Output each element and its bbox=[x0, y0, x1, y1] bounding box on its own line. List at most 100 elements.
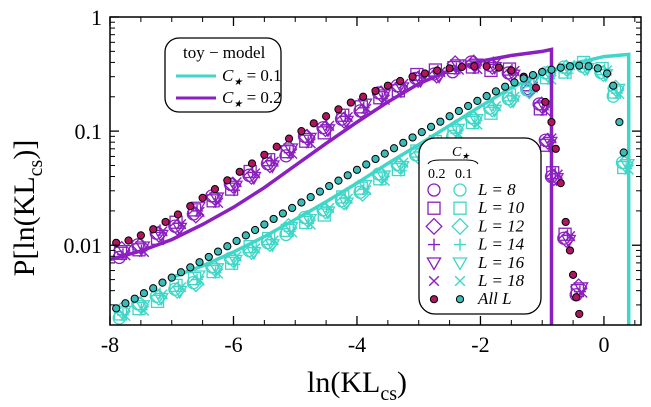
all-L-point-c02 bbox=[235, 167, 244, 176]
legend-dot-c02 bbox=[429, 295, 439, 304]
marker-cross-c01 bbox=[323, 202, 335, 214]
all-L-point-c01 bbox=[112, 304, 121, 313]
legend-L-label: All L bbox=[477, 289, 512, 308]
marker-cross-c01 bbox=[305, 219, 316, 230]
all-L-point-c01 bbox=[297, 198, 306, 207]
all-L-point-c01 bbox=[343, 171, 352, 180]
all-L-point-c02 bbox=[420, 69, 429, 78]
marker-cross-c01 bbox=[212, 268, 224, 279]
legend-L-box bbox=[418, 137, 542, 315]
all-L-point-c02 bbox=[482, 62, 491, 71]
legend-toy-title: toy − model bbox=[183, 43, 266, 62]
all-L-point-c02 bbox=[494, 63, 504, 72]
legend-marker-triangle-down-c02 bbox=[426, 257, 442, 271]
marker-cross-c02 bbox=[175, 218, 187, 230]
legend-L-brace bbox=[427, 159, 479, 165]
marker-diamond-c01 bbox=[502, 91, 520, 109]
all-L-point-c01 bbox=[417, 128, 426, 137]
legend-marker-plus-c01 bbox=[454, 238, 466, 251]
x-tick-label: -2 bbox=[471, 332, 489, 357]
legend-L-col1: 0.2 bbox=[428, 167, 446, 182]
legend-L-label: L = 10 bbox=[477, 198, 525, 217]
legend-marker-circle-c02 bbox=[427, 183, 441, 197]
x-tick-label: 0 bbox=[598, 332, 609, 357]
all-L-point-c02 bbox=[149, 225, 158, 234]
x-tick-label: -6 bbox=[224, 332, 242, 357]
marker-diamond-c02 bbox=[545, 168, 563, 187]
legend-L-col2: 0.1 bbox=[455, 167, 473, 182]
all-L-point-c01 bbox=[232, 236, 241, 246]
marker-diamond-c01 bbox=[205, 258, 224, 277]
marker-diamond-c01 bbox=[150, 288, 168, 306]
all-L-point-c02 bbox=[551, 144, 560, 153]
marker-diamond-c01 bbox=[261, 234, 279, 253]
all-L-point-c01 bbox=[371, 154, 380, 164]
y-tick-label: 0.1 bbox=[75, 119, 103, 144]
all-L-point-c02 bbox=[272, 142, 281, 151]
marker-cross-c01 bbox=[342, 193, 354, 205]
legend-toy-label-c01: C★ = 0.1 bbox=[222, 66, 282, 88]
all-L-point-c01 bbox=[609, 81, 618, 90]
all-L-point-c02 bbox=[124, 236, 133, 245]
marker-diamond-c01 bbox=[335, 193, 353, 211]
marker-cross-c01 bbox=[453, 128, 465, 140]
marker-cross-c01 bbox=[379, 175, 391, 187]
marker-diamond-c01 bbox=[464, 109, 483, 128]
all-L-point-c01 bbox=[158, 278, 167, 287]
x-tick-label: -4 bbox=[348, 332, 366, 357]
all-L-point-c01 bbox=[547, 65, 556, 74]
all-L-point-c02 bbox=[223, 176, 232, 185]
all-L-point-c01 bbox=[389, 144, 399, 153]
marker-circle-c02 bbox=[279, 149, 293, 163]
all-L-point-c02 bbox=[198, 193, 207, 202]
y-axis-label-sub: cs bbox=[25, 159, 47, 176]
all-L-point-c02 bbox=[568, 270, 578, 279]
marker-diamond-c02 bbox=[557, 230, 576, 248]
toy-model-line-c01 bbox=[171, 52, 631, 325]
all-L-point-c01 bbox=[315, 187, 325, 196]
marker-diamond-c02 bbox=[261, 156, 279, 174]
marker-cross-c02 bbox=[212, 197, 224, 209]
all-L-point-c01 bbox=[352, 165, 362, 174]
y-tick-label: 0.01 bbox=[64, 233, 103, 258]
all-L-point-c01 bbox=[195, 258, 204, 267]
marker-cross-c02 bbox=[194, 206, 205, 218]
legend-toy-label-c02: C★ = 0.2 bbox=[222, 88, 282, 110]
all-L-point-c01 bbox=[619, 148, 628, 157]
all-L-point-c02 bbox=[334, 105, 343, 114]
marker-cross-c02 bbox=[231, 176, 242, 188]
marker-cross-c01 bbox=[614, 88, 625, 100]
all-L-point-c01 bbox=[615, 117, 624, 127]
all-L-point-c02 bbox=[309, 119, 318, 128]
marker-cross-c01 bbox=[472, 119, 483, 130]
all-L-point-c01 bbox=[454, 106, 463, 116]
all-L-point-c02 bbox=[173, 210, 183, 219]
legend-marker-triangle-down-c01 bbox=[452, 257, 468, 271]
marker-cross-c02 bbox=[564, 230, 576, 242]
all-L-point-c02 bbox=[297, 127, 306, 136]
marker-cross-c02 bbox=[249, 168, 261, 179]
legend-marker-cross-c01 bbox=[454, 275, 466, 287]
legend-marker-diamond-c01 bbox=[451, 217, 469, 236]
marker-diamond-c02 bbox=[335, 111, 353, 129]
all-L-point-c01 bbox=[241, 231, 250, 240]
legend-L-row: L = 8 bbox=[427, 180, 516, 199]
marker-diamond-c01 bbox=[279, 217, 298, 236]
marker-cross-c01 bbox=[286, 227, 298, 238]
all-L-point-c01 bbox=[130, 294, 139, 303]
legend-L-label: L = 12 bbox=[477, 216, 525, 235]
all-L-point-c02 bbox=[531, 83, 541, 92]
all-L-point-c01 bbox=[121, 299, 130, 308]
marker-cross-c01 bbox=[268, 235, 279, 246]
all-L-point-c01 bbox=[250, 225, 260, 235]
marker-cross-c02 bbox=[342, 111, 354, 123]
legend-toy-model: toy − model C★ = 0.1 C★ = 0.2 bbox=[164, 37, 282, 113]
marker-cross-c01 bbox=[360, 184, 372, 196]
all-L-point-c02 bbox=[433, 66, 442, 75]
all-L-point-c01 bbox=[223, 242, 232, 251]
all-L-point-c02 bbox=[322, 112, 331, 121]
x-axis-label-sub: cs bbox=[380, 383, 397, 405]
legend-L-label: L = 18 bbox=[477, 271, 525, 290]
legend-marker-circle-c01 bbox=[453, 183, 467, 197]
